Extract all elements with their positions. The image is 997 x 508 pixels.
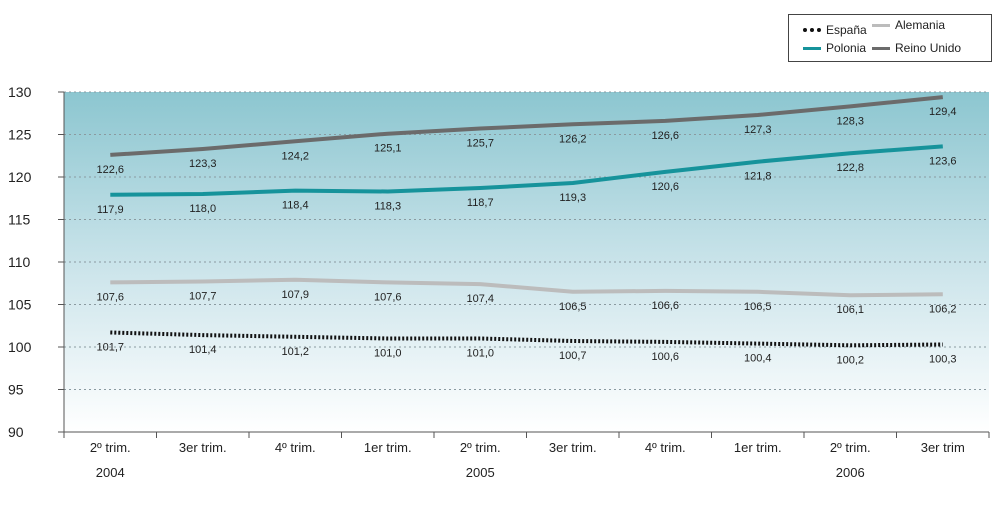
data-label: 100,6 [651,351,679,363]
data-label: 119,3 [559,192,586,204]
data-label: 127,3 [744,124,772,136]
legend-item-espana: España [803,23,867,37]
x-tick-label: 1er trim. [364,440,412,455]
x-tick-label: 1er trim. [734,440,782,455]
data-label: 107,9 [281,289,309,301]
data-label: 100,3 [929,353,957,365]
data-label: 106,6 [651,300,679,312]
legend-label-alemania: Alemania [895,18,946,32]
y-tick-label: 95 [8,382,24,398]
legend-swatch-polonia [803,46,821,50]
x-tick-label: 2º trim. [460,440,501,455]
data-label: 100,2 [836,354,864,366]
data-label: 122,6 [96,164,124,176]
data-label: 106,5 [744,301,772,313]
data-label: 128,3 [836,115,864,127]
year-label: 2005 [466,465,495,480]
data-label: 101,4 [189,344,217,356]
legend-item-reino-unido: Reino Unido [872,41,961,55]
data-label: 106,5 [559,301,587,313]
y-tick-label: 115 [8,212,31,228]
y-tick-label: 90 [8,424,24,440]
legend-swatch-reino-unido [872,46,890,50]
data-label: 118,3 [374,200,401,212]
series-line-espana [110,330,943,348]
y-tick-label: 120 [8,169,32,185]
x-tick-label: 3er trim. [179,440,227,455]
year-label: 2004 [96,465,125,480]
series-line-reino-unido [110,95,944,157]
data-label: 121,8 [744,171,772,183]
x-tick-label: 3er trim [921,440,965,455]
data-label: 101,0 [374,348,402,360]
legend-swatch-espana [803,28,821,32]
data-label: 100,4 [744,353,772,365]
data-label: 107,6 [96,291,124,303]
x-tick-label: 4º trim. [645,440,686,455]
x-tick-label: 2º trim. [830,440,871,455]
y-tick-label: 125 [8,127,32,143]
legend-label-espana: España [826,23,867,37]
data-label: 123,3 [189,158,217,170]
data-label: 106,1 [836,304,864,316]
data-label: 124,2 [281,150,309,162]
data-label: 101,7 [96,342,124,354]
x-tick-label: 4º trim. [275,440,316,455]
data-label: 101,0 [466,348,494,360]
y-tick-label: 105 [8,297,32,313]
data-label: 106,2 [929,303,957,315]
series-line-alemania [110,277,943,298]
data-label: 117,9 [97,204,124,216]
x-tick-label: 2º trim. [90,440,131,455]
legend-swatch-alemania [872,23,890,27]
data-label: 126,6 [651,130,679,142]
legend-label-reino-unido: Reino Unido [895,41,962,55]
data-label: 126,2 [559,133,587,145]
y-tick-label: 110 [8,254,31,270]
data-label: 100,7 [559,350,587,362]
data-label: 122,8 [836,162,864,174]
data-label: 107,6 [374,291,402,303]
data-label: 107,7 [189,291,217,303]
legend-item-alemania: Alemania [872,18,945,32]
legend: España Alemania Polonia Reino Unido [788,14,992,62]
data-label: 101,2 [281,346,309,358]
y-tick-label: 100 [8,339,32,355]
data-label: 118,7 [467,197,494,209]
legend-item-polonia: Polonia [803,41,866,55]
x-tick-label: 3er trim. [549,440,597,455]
data-label: 118,4 [282,200,309,212]
year-label: 2006 [836,465,865,480]
y-tick-label: 130 [8,84,32,100]
series-line-polonia [110,144,943,197]
data-label: 125,1 [374,143,402,155]
data-label: 123,6 [929,155,957,167]
data-label: 120,6 [651,181,679,193]
legend-label-polonia: Polonia [826,41,867,55]
data-label: 129,4 [929,106,957,118]
data-label: 118,0 [189,203,216,215]
data-label: 107,4 [466,293,494,305]
data-label: 125,7 [466,138,494,150]
